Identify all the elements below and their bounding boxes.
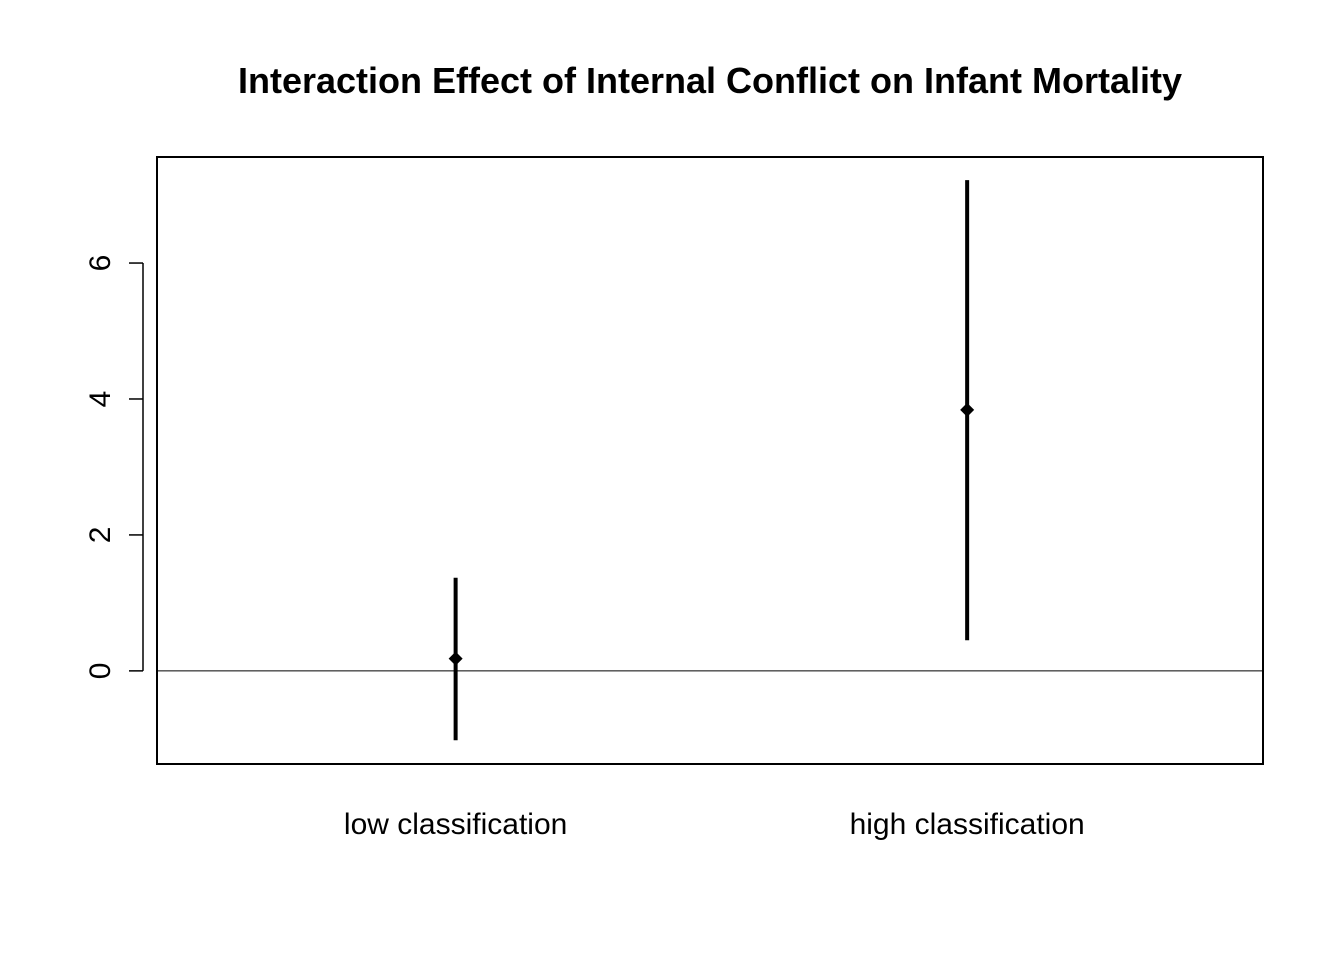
category-label: low classification xyxy=(344,808,567,841)
x-axis-labels: low classification high classification xyxy=(344,808,1085,841)
chart-marks xyxy=(157,180,1263,741)
chart-title: Interaction Effect of Internal Conflict … xyxy=(238,60,1182,101)
y-tick-label: 4 xyxy=(84,391,117,408)
y-tick-label: 0 xyxy=(84,663,117,680)
plot-frame xyxy=(156,156,1264,765)
point-estimate-1 xyxy=(960,402,975,417)
y-axis-ticks: 0 2 4 6 xyxy=(84,255,143,680)
y-tick-label: 2 xyxy=(84,527,117,544)
point-estimate-0 xyxy=(448,651,463,666)
y-tick-label: 6 xyxy=(84,255,117,272)
category-label: high classification xyxy=(850,808,1085,841)
